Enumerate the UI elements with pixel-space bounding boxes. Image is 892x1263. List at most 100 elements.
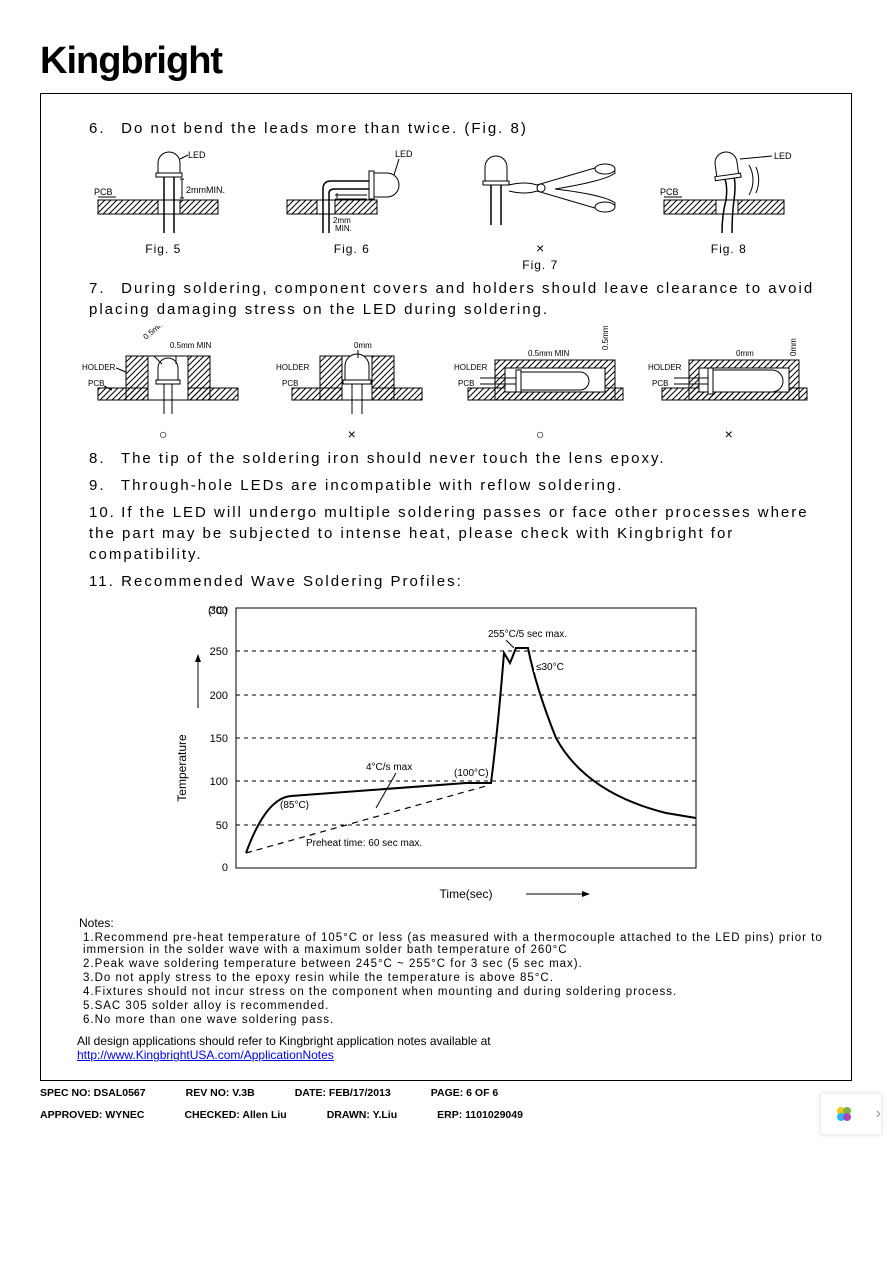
anno-preheat: Preheat time: 60 sec max. bbox=[306, 838, 422, 849]
holder-row: HOLDER PCB 0.5mm MIN 0.5mm MIN ○ bbox=[69, 326, 823, 442]
reference-link[interactable]: http://www.KingbrightUSA.com/Application… bbox=[77, 1048, 334, 1062]
drawn: DRAWN: Y.Liu bbox=[327, 1109, 397, 1121]
holder-label: HOLDER bbox=[82, 363, 116, 372]
item-text: Recommended Wave Soldering Profiles: bbox=[121, 573, 463, 590]
fig6-svg: LED 2mm MIN. bbox=[277, 145, 427, 240]
anno-4c: 4°C/s max bbox=[366, 762, 412, 773]
list-item-11: 11. Recommended Wave Soldering Profiles: bbox=[89, 571, 823, 592]
pcb-label: PCB bbox=[282, 379, 298, 388]
item-text: The tip of the soldering iron should nev… bbox=[121, 450, 666, 467]
footer-row-1: SPEC NO: DSAL0567 REV NO: V.3B DATE: FEB… bbox=[40, 1087, 852, 1103]
svg-text:300: 300 bbox=[210, 605, 228, 617]
mark-no: × bbox=[258, 426, 447, 442]
date: DATE: FEB/17/2013 bbox=[295, 1087, 391, 1099]
pcb-label: PCB bbox=[660, 187, 679, 197]
note-2: 2.Peak wave soldering temperature betwee… bbox=[83, 958, 823, 970]
pcb-label: PCB bbox=[94, 187, 113, 197]
led-label: LED bbox=[774, 151, 792, 161]
holder-4: HOLDER PCB 0mm 0mm × bbox=[635, 326, 824, 442]
content-frame: 6. Do not bend the leads more than twice… bbox=[40, 93, 852, 1081]
refer-intro: All design applications should refer to … bbox=[77, 1034, 491, 1048]
fig7-svg bbox=[455, 145, 625, 240]
anno-85: (85°C) bbox=[280, 800, 309, 811]
item-number: 7. bbox=[89, 278, 115, 299]
fig6-caption: Fig. 6 bbox=[258, 242, 447, 256]
nav-widget[interactable]: › bbox=[820, 1093, 882, 1135]
notes-header: Notes: bbox=[79, 916, 823, 930]
fig8-svg: LED PCB bbox=[654, 145, 804, 240]
holder-2: HOLDER PCB 0mm × bbox=[258, 326, 447, 442]
chart-svg: 0 50 100 150 200 250 (°C) 300 (85°C) 4°C… bbox=[166, 598, 726, 908]
item-number: 6. bbox=[89, 118, 115, 139]
list-item-8: 8. The tip of the soldering iron should … bbox=[89, 448, 823, 469]
pcb-label: PCB bbox=[458, 379, 474, 388]
holder-label: HOLDER bbox=[648, 363, 682, 372]
list-item-6: 6. Do not bend the leads more than twice… bbox=[89, 118, 823, 139]
list-item-7: 7. During soldering, component covers an… bbox=[89, 278, 823, 320]
dim-label: 0.5mm MIN bbox=[142, 326, 180, 342]
note-1: 1.Recommend pre-heat temperature of 105°… bbox=[83, 932, 823, 956]
dim-2mm: 2mmMIN. bbox=[186, 185, 225, 195]
svg-text:250: 250 bbox=[210, 646, 228, 658]
note-3: 3.Do not apply stress to the epoxy resin… bbox=[83, 972, 823, 984]
holder-label: HOLDER bbox=[276, 363, 310, 372]
brand-logo: Kingbright bbox=[40, 40, 852, 83]
erp: ERP: 1101029049 bbox=[437, 1109, 523, 1121]
note-6: 6.No more than one wave soldering pass. bbox=[83, 1014, 823, 1026]
figure-5: 2mmMIN. LED PCB Fig. 5 bbox=[69, 145, 258, 272]
svg-text:MIN.: MIN. bbox=[335, 224, 352, 233]
mark-ok: ○ bbox=[446, 426, 635, 442]
approved: APPROVED: WYNEC bbox=[40, 1109, 144, 1121]
fig7-mark: × bbox=[446, 240, 635, 256]
dim-label: 0mm bbox=[736, 349, 754, 358]
spec-no: SPEC NO: DSAL0567 bbox=[40, 1087, 146, 1099]
holder-label: HOLDER bbox=[454, 363, 488, 372]
mark-no: × bbox=[635, 426, 824, 442]
holder-3: HOLDER PCB 0.5mm MIN 0.5mm MIN ○ bbox=[446, 326, 635, 442]
figure-6: LED 2mm MIN. Fig. 6 bbox=[258, 145, 447, 272]
figure-7: × Fig. 7 bbox=[446, 145, 635, 272]
dim-label: 0.5mm MIN bbox=[601, 326, 610, 350]
holder-1: HOLDER PCB 0.5mm MIN 0.5mm MIN ○ bbox=[69, 326, 258, 442]
led-label: LED bbox=[188, 150, 206, 160]
rev-no: REV NO: V.3B bbox=[186, 1087, 255, 1099]
item-text: Through-hole LEDs are incompatible with … bbox=[121, 477, 624, 494]
svg-text:100: 100 bbox=[210, 776, 228, 788]
page-no: PAGE: 6 OF 6 bbox=[431, 1087, 499, 1099]
reference-text: All design applications should refer to … bbox=[77, 1034, 823, 1062]
dim-label: 0.5mm MIN bbox=[528, 349, 570, 358]
note-4: 4.Fixtures should not incur stress on th… bbox=[83, 986, 823, 998]
fig5-caption: Fig. 5 bbox=[69, 242, 258, 256]
pcb-label: PCB bbox=[652, 379, 668, 388]
list-item-10: 10. If the LED will undergo multiple sol… bbox=[89, 502, 823, 565]
page-container: Kingbright 6. Do not bend the leads more… bbox=[0, 0, 892, 1145]
led-label: LED bbox=[395, 149, 413, 159]
dim-label: 0.5mm MIN bbox=[170, 341, 212, 350]
flower-icon bbox=[834, 1104, 854, 1124]
mark-ok: ○ bbox=[69, 426, 258, 442]
svg-text:200: 200 bbox=[210, 690, 228, 702]
fig8-caption: Fig. 8 bbox=[635, 242, 824, 256]
svg-text:0: 0 bbox=[222, 862, 228, 874]
checked: CHECKED: Allen Liu bbox=[184, 1109, 286, 1121]
note-5: 5.SAC 305 solder alloy is recommended. bbox=[83, 1000, 823, 1012]
chevron-right-icon[interactable]: › bbox=[876, 1105, 881, 1123]
item-text: If the LED will undergo multiple solderi… bbox=[89, 504, 809, 563]
y-label: Temperature bbox=[175, 734, 189, 802]
anno-100: (100°C) bbox=[454, 768, 489, 779]
anno-peak: 255°C/5 sec max. bbox=[488, 629, 567, 640]
item-text: During soldering, component covers and h… bbox=[89, 280, 814, 318]
anno-delta: ≤30°C bbox=[536, 662, 564, 673]
svg-text:50: 50 bbox=[216, 820, 228, 832]
svg-text:150: 150 bbox=[210, 733, 228, 745]
list-item-9: 9. Through-hole LEDs are incompatible wi… bbox=[89, 475, 823, 496]
fig7-caption: Fig. 7 bbox=[446, 258, 635, 272]
dim-label: 0mm bbox=[789, 338, 798, 356]
figure-row-1: 2mmMIN. LED PCB Fig. 5 bbox=[69, 145, 823, 272]
footer-row-2: APPROVED: WYNEC CHECKED: Allen Liu DRAWN… bbox=[40, 1109, 852, 1125]
dim-label: 0mm bbox=[354, 341, 372, 350]
item-text: Do not bend the leads more than twice. (… bbox=[121, 120, 528, 137]
figure-8: LED PCB Fig. 8 bbox=[635, 145, 824, 272]
pcb-label: PCB bbox=[88, 379, 104, 388]
wave-solder-chart: 0 50 100 150 200 250 (°C) 300 (85°C) 4°C… bbox=[69, 598, 823, 908]
